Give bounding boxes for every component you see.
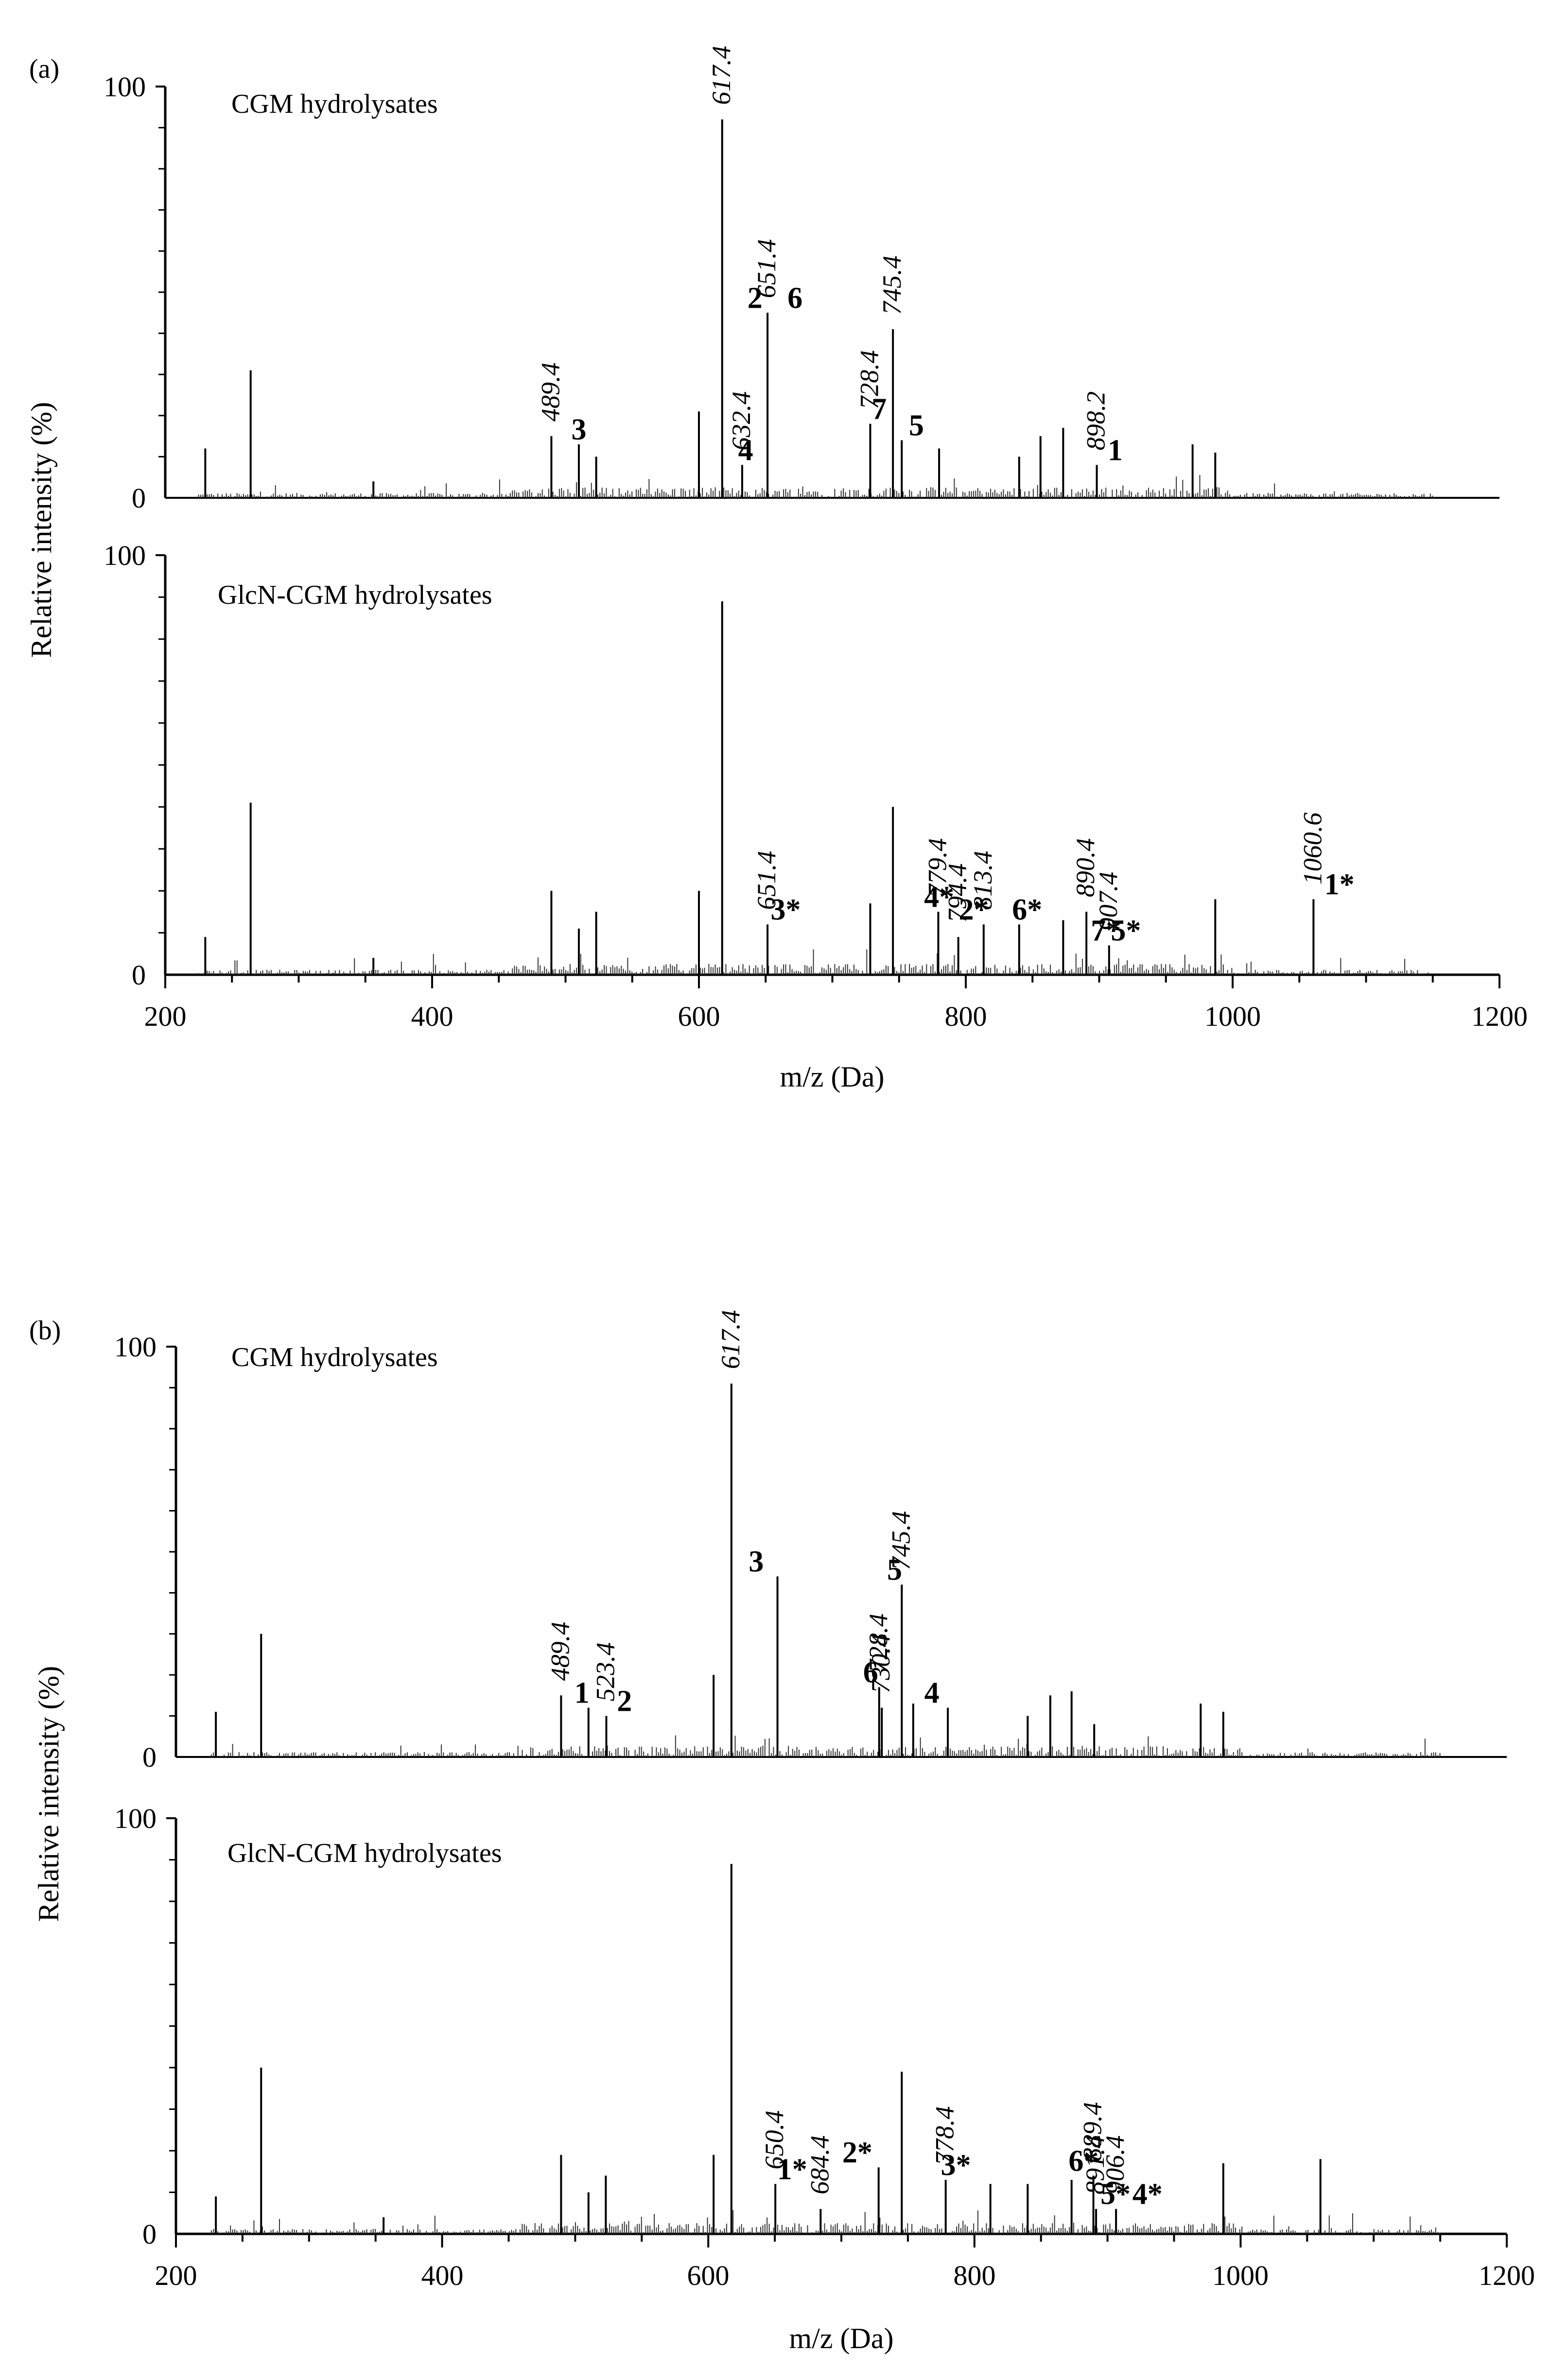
peptide-id-label: 5* bbox=[1111, 914, 1141, 948]
panel-b-x-ticks bbox=[175, 2234, 1508, 2247]
peak-mz-label: 898.2 bbox=[1081, 391, 1111, 451]
peptide-id-label: 2 bbox=[748, 281, 763, 315]
peptide-id-label: 1* bbox=[1324, 868, 1355, 901]
peptide-id-label: 5 bbox=[909, 409, 924, 442]
peptide-id-label: 4 bbox=[924, 1677, 940, 1710]
peptide-id-label: 7 bbox=[871, 393, 887, 426]
peak-mz-label: 651.4 bbox=[752, 239, 781, 298]
panel-a-xtick-label-200: 200 bbox=[144, 1001, 187, 1032]
panel-b-xtick-label-600: 600 bbox=[687, 2260, 730, 2291]
peak-mz-label: 906.4 bbox=[1100, 2135, 1130, 2194]
panel-b-letter: (b) bbox=[29, 1316, 61, 1346]
panel-b-top-ytick-label-100: 100 bbox=[114, 1331, 157, 1363]
peak-mz-label: 617.4 bbox=[716, 1310, 745, 1369]
peptide-id-label: 1 bbox=[575, 1677, 590, 1710]
panel-b-x-axis-title: m/z (Da) bbox=[789, 2322, 894, 2354]
panel-b-xtick-label-400: 400 bbox=[421, 2260, 464, 2291]
peptide-id-label: 4 bbox=[738, 434, 753, 467]
panel-a-y-axis-title: Relative intensity (%) bbox=[25, 402, 57, 658]
panel-a-bottom-title: GlcN-CGM hydrolysates bbox=[218, 580, 492, 610]
panel-b-y-axis-title: Relative intensity (%) bbox=[33, 1666, 65, 1922]
panel-a-xtick-label-1000: 1000 bbox=[1204, 1001, 1261, 1032]
peptide-id-label: 3* bbox=[770, 893, 801, 926]
panel-b-xtick-label-200: 200 bbox=[155, 2260, 197, 2291]
panel-a-top-marks: 489.4 617.4 632.4 651.4 728.4 745.4 898.2 3 4 2 6 7… bbox=[198, 46, 1433, 498]
panel-a: (a) 100 0 CGM hydrolysates 100 0 GlcN-CG… bbox=[25, 46, 1528, 1093]
peak-mz-label: 489.4 bbox=[536, 363, 565, 422]
peptide-id-label: 6 bbox=[863, 1656, 878, 1689]
panel-a-xtick-label-400: 400 bbox=[411, 1001, 453, 1032]
peak-mz-label: 728.4 bbox=[864, 1614, 893, 1673]
peptide-id-label: 3 bbox=[571, 413, 586, 446]
peak-mz-label: 1060.6 bbox=[1298, 812, 1327, 885]
panel-b-xtick-label-1200: 1200 bbox=[1479, 2260, 1535, 2291]
peptide-id-label: 3 bbox=[749, 1545, 764, 1579]
peptide-id-label: 6 bbox=[787, 281, 802, 315]
peak-mz-label: 523.4 bbox=[591, 1642, 620, 1702]
peak-mz-label: 745.4 bbox=[886, 1511, 915, 1570]
peak-mz-label: 891.4 bbox=[1080, 2135, 1110, 2194]
peak-mz-label: 779.4 bbox=[923, 838, 952, 897]
panel-b-y-minor-ticks bbox=[169, 1387, 176, 2193]
peptide-id-label: 2 bbox=[617, 1685, 632, 1718]
panel-a-xtick-label-800: 800 bbox=[945, 1001, 987, 1032]
peak-mz-label: 728.4 bbox=[854, 350, 884, 409]
peptide-id-label: 2* bbox=[958, 893, 989, 926]
panel-b-xtick-label-800: 800 bbox=[954, 2260, 996, 2291]
panel-a-xtick-label-600: 600 bbox=[678, 1001, 720, 1032]
panel-a-bottom-ytick-label-100: 100 bbox=[104, 540, 146, 571]
panel-a-xtick-label-1200: 1200 bbox=[1471, 1001, 1528, 1032]
peptide-id-label: 7* bbox=[1091, 914, 1121, 948]
panel-b-top-title: CGM hydrolysates bbox=[231, 1342, 438, 1372]
panel-a-letter: (a) bbox=[29, 54, 59, 84]
peptide-id-label: 5 bbox=[887, 1554, 902, 1587]
peak-mz-label: 813.4 bbox=[968, 851, 997, 910]
panel-a-top-ytick-label-0: 0 bbox=[132, 482, 146, 514]
peptide-id-label: 3* bbox=[941, 2149, 971, 2182]
panel-b-bottom-ytick-label-100: 100 bbox=[114, 1803, 157, 1834]
peptide-id-label: 1* bbox=[777, 2153, 807, 2186]
peak-mz-label: 651.4 bbox=[752, 851, 781, 910]
peptide-id-label: 6* bbox=[1068, 2144, 1098, 2177]
panel-b: (b) 100 0 CGM hydrolysates 100 0 GlcN-CG… bbox=[29, 1310, 1535, 2354]
panel-a-bottom-ytick-label-0: 0 bbox=[132, 959, 146, 991]
panel-b-xtick-label-1000: 1000 bbox=[1212, 2260, 1269, 2291]
peak-mz-label: 778.4 bbox=[930, 2106, 959, 2165]
panel-b-bottom-ytick-label-0: 0 bbox=[142, 2218, 157, 2250]
peak-mz-label: 650.4 bbox=[760, 2110, 789, 2170]
peak-mz-label: 794.4 bbox=[943, 863, 972, 923]
panel-a-y-minor-ticks bbox=[158, 127, 165, 934]
peptide-id-label: 4* bbox=[1132, 2178, 1163, 2211]
peak-mz-label: 745.4 bbox=[877, 256, 906, 315]
peptide-id-label: 4* bbox=[924, 881, 954, 914]
peak-mz-label: 617.4 bbox=[707, 46, 736, 105]
peptide-id-label: 2* bbox=[842, 2136, 872, 2169]
panel-a-top-title: CGM hydrolysates bbox=[231, 89, 438, 119]
peak-mz-label: 730.4 bbox=[866, 1634, 895, 1693]
panel-a-top-ytick-label-100: 100 bbox=[104, 71, 146, 103]
peptide-id-label: 5* bbox=[1100, 2178, 1131, 2211]
peak-mz-label: 632.4 bbox=[727, 391, 756, 451]
peptide-id-label: 6* bbox=[1012, 893, 1042, 926]
panel-b-bottom-title: GlcN-CGM hydrolysates bbox=[227, 1838, 502, 1868]
panel-b-top-ytick-label-0: 0 bbox=[142, 1741, 157, 1773]
peak-mz-label: 890.4 bbox=[1071, 838, 1100, 897]
panel-a-x-ticks bbox=[164, 975, 1500, 988]
peak-mz-label: 889.4 bbox=[1078, 2102, 1107, 2161]
peptide-id-label: 1 bbox=[1108, 434, 1123, 467]
panel-a-x-axis-title: m/z (Da) bbox=[780, 1061, 885, 1093]
peak-mz-label: 489.4 bbox=[545, 1622, 575, 1681]
peak-mz-label: 684.4 bbox=[805, 2135, 834, 2194]
peak-mz-label: 907.4 bbox=[1094, 872, 1123, 931]
